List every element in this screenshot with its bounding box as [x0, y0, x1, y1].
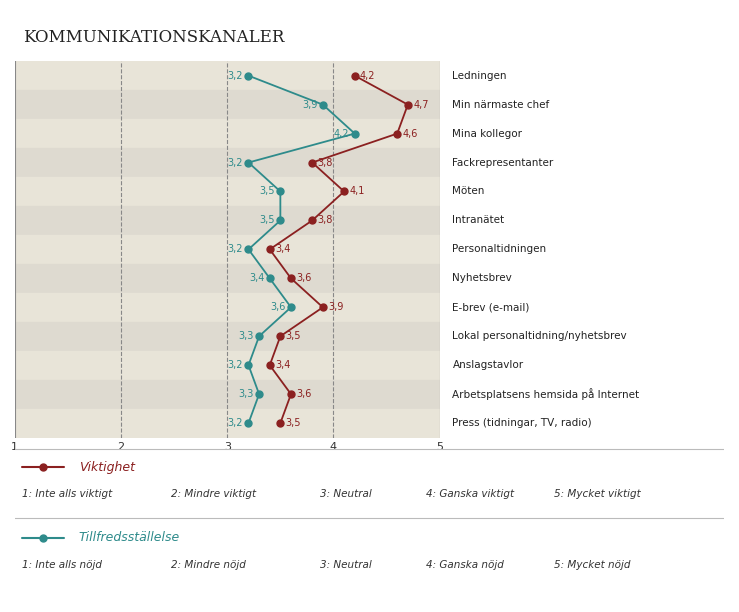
- Bar: [15, 409, 440, 438]
- Bar: [15, 177, 440, 206]
- Text: 3,4: 3,4: [275, 360, 290, 370]
- Text: 3,6: 3,6: [270, 302, 286, 312]
- Text: 3,2: 3,2: [228, 244, 243, 255]
- Bar: [15, 264, 440, 293]
- Text: Fackrepresentanter: Fackrepresentanter: [452, 157, 554, 168]
- Text: 5: Mycket nöjd: 5: Mycket nöjd: [554, 560, 630, 570]
- Text: 3,9: 3,9: [328, 302, 344, 312]
- Text: Anslagstavlor: Anslagstavlor: [452, 360, 523, 370]
- Text: 1: Inte alls viktigt: 1: Inte alls viktigt: [22, 489, 112, 499]
- Text: Min närmaste chef: Min närmaste chef: [452, 100, 550, 110]
- Text: 4: Ganska viktigt: 4: Ganska viktigt: [426, 489, 514, 499]
- Text: Tillfredsställelse: Tillfredsställelse: [78, 531, 180, 545]
- Text: 5: Mycket viktigt: 5: Mycket viktigt: [554, 489, 641, 499]
- Text: 3,2: 3,2: [228, 70, 243, 81]
- Text: Press (tidningar, TV, radio): Press (tidningar, TV, radio): [452, 418, 592, 428]
- Bar: [15, 206, 440, 235]
- Text: 3,6: 3,6: [296, 389, 312, 399]
- Bar: [15, 322, 440, 351]
- Text: Viktighet: Viktighet: [78, 461, 134, 474]
- Bar: [15, 119, 440, 148]
- Text: 4,2: 4,2: [334, 129, 350, 138]
- Text: Nyhetsbrev: Nyhetsbrev: [452, 274, 512, 283]
- Text: E-brev (e-mail): E-brev (e-mail): [452, 302, 530, 312]
- Bar: [15, 293, 440, 322]
- Text: 3,3: 3,3: [239, 389, 253, 399]
- Text: 3,5: 3,5: [286, 418, 302, 428]
- Text: 3,4: 3,4: [249, 274, 265, 283]
- Text: 3,5: 3,5: [259, 187, 275, 196]
- Bar: [15, 379, 440, 409]
- Text: 3,3: 3,3: [239, 331, 253, 341]
- Text: 2: Mindre nöjd: 2: Mindre nöjd: [171, 560, 246, 570]
- Text: 3,4: 3,4: [275, 244, 290, 255]
- Text: 4,6: 4,6: [403, 129, 418, 138]
- Text: 4,1: 4,1: [350, 187, 365, 196]
- Text: Mina kollegor: Mina kollegor: [452, 129, 522, 138]
- Text: 1: Inte alls nöjd: 1: Inte alls nöjd: [22, 560, 102, 570]
- Bar: [15, 235, 440, 264]
- Text: KOMMUNIKATIONSKANALER: KOMMUNIKATIONSKANALER: [24, 29, 285, 46]
- Text: Personaltidningen: Personaltidningen: [452, 244, 547, 255]
- Text: Arbetsplatsens hemsida på Internet: Arbetsplatsens hemsida på Internet: [452, 388, 639, 400]
- Text: 3,5: 3,5: [259, 215, 275, 225]
- Text: Lokal personaltidning/nyhetsbrev: Lokal personaltidning/nyhetsbrev: [452, 331, 627, 341]
- Text: 4,7: 4,7: [413, 100, 429, 110]
- Text: 3,2: 3,2: [228, 157, 243, 168]
- Text: 4: Ganska nöjd: 4: Ganska nöjd: [426, 560, 504, 570]
- Bar: [15, 90, 440, 119]
- Text: 2: Mindre viktigt: 2: Mindre viktigt: [171, 489, 256, 499]
- Bar: [15, 351, 440, 379]
- Text: 3,2: 3,2: [228, 360, 243, 370]
- Bar: [15, 148, 440, 177]
- Text: Intranätet: Intranätet: [452, 215, 505, 225]
- Text: 3,2: 3,2: [228, 418, 243, 428]
- Bar: [15, 61, 440, 90]
- Text: 3,6: 3,6: [296, 274, 312, 283]
- Text: 4,2: 4,2: [360, 70, 375, 81]
- Text: 3,5: 3,5: [286, 331, 302, 341]
- Text: 3: Neutral: 3: Neutral: [320, 560, 372, 570]
- Text: 3,8: 3,8: [318, 157, 333, 168]
- Text: 3,9: 3,9: [302, 100, 318, 110]
- Text: Möten: Möten: [452, 187, 485, 196]
- Text: 3: Neutral: 3: Neutral: [320, 489, 372, 499]
- Text: 3,8: 3,8: [318, 215, 333, 225]
- Text: Ledningen: Ledningen: [452, 70, 507, 81]
